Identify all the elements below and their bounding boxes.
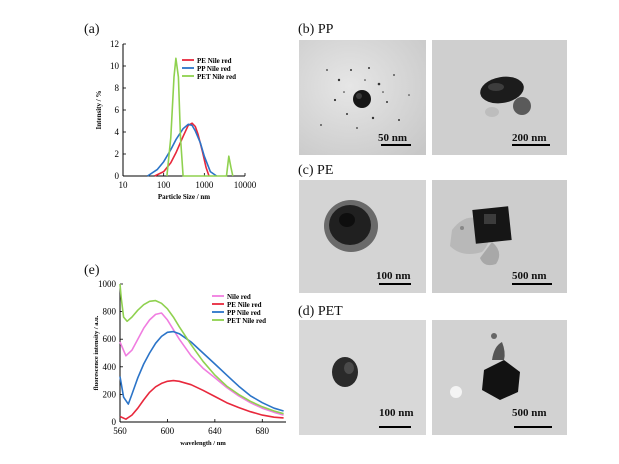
panel-e-label: (e) bbox=[84, 263, 100, 278]
y-tick-label: 1000 bbox=[98, 279, 117, 289]
series-line-nile-red bbox=[119, 312, 284, 416]
y-tick-label: 2 bbox=[115, 149, 120, 159]
panel-d-label: (d) PET bbox=[298, 304, 343, 319]
y-tick-label: 0 bbox=[112, 417, 117, 427]
y-axis-label: Intensity / % bbox=[95, 91, 103, 130]
x-tick-label: 10 bbox=[119, 180, 129, 190]
y-tick-label: 8 bbox=[115, 83, 120, 93]
x-axis-label: Particle Size / nm bbox=[158, 193, 210, 201]
scale-bar bbox=[512, 144, 550, 146]
panel-a-label: (a) bbox=[84, 22, 100, 37]
series-line-pet-nile-red bbox=[166, 57, 234, 177]
x-axis-label: wavelength / nm bbox=[180, 440, 226, 447]
scale-bar bbox=[381, 144, 411, 146]
chart-e-fluorescence: 0 200 400 600 800 1000 560 600 640 680 wavelength … bbox=[93, 279, 286, 447]
scale-label-pet-left: 100 nm bbox=[379, 407, 414, 419]
micrograph-pe-left bbox=[299, 180, 426, 293]
scale-bar bbox=[379, 426, 411, 428]
chart-a-particle-size: 0 2 4 6 8 10 12 10 100 1000 10000 Particle Size / n… bbox=[95, 39, 257, 201]
y-tick-label: 10 bbox=[110, 61, 120, 71]
y-tick-label: 800 bbox=[103, 307, 117, 317]
x-tick-label: 640 bbox=[208, 426, 222, 436]
x-tick-label: 600 bbox=[161, 426, 175, 436]
scale-bar bbox=[514, 426, 552, 428]
x-tick-label: 560 bbox=[113, 426, 127, 436]
legend-entry: Nile red bbox=[227, 293, 251, 301]
scale-label-pet-right: 500 nm bbox=[512, 407, 547, 419]
scale-bar bbox=[379, 283, 411, 285]
y-tick-label: 0 bbox=[115, 171, 120, 181]
micrograph-pet-right bbox=[432, 320, 567, 435]
x-tick-label: 1000 bbox=[195, 180, 214, 190]
x-tick-label: 100 bbox=[157, 180, 171, 190]
y-tick-label: 600 bbox=[103, 334, 117, 344]
scale-label-pp-left: 50 nm bbox=[378, 132, 408, 144]
legend-entry: PP Nile red bbox=[227, 309, 261, 317]
legend-entry: PP Nile red bbox=[197, 65, 231, 73]
micrograph-pe-right bbox=[432, 180, 567, 293]
micrograph-pp-right bbox=[432, 40, 567, 155]
panel-c-label: (c) PE bbox=[298, 163, 334, 178]
y-tick-label: 12 bbox=[110, 39, 119, 49]
legend-entry: PE Nile red bbox=[227, 301, 262, 309]
y-tick-label: 200 bbox=[103, 389, 117, 399]
x-tick-label: 680 bbox=[256, 426, 270, 436]
series-line-pp-nile-red bbox=[119, 330, 284, 412]
series-line-pe-nile-red bbox=[119, 379, 284, 420]
scale-label-pp-right: 200 nm bbox=[512, 132, 547, 144]
panel-b-label: (b) PP bbox=[298, 22, 334, 37]
y-tick-label: 400 bbox=[103, 362, 117, 372]
legend-entry: PE Nile red bbox=[197, 57, 232, 65]
scale-bar bbox=[512, 283, 552, 285]
legend-entry: PET Nile red bbox=[227, 317, 266, 325]
legend-entry: PET Nile red bbox=[197, 73, 236, 81]
series-line-pet-nile-red bbox=[119, 283, 284, 415]
y-axis-label: fluorescence intensity / a.u. bbox=[93, 315, 100, 390]
series-line-pp-nile-red bbox=[147, 123, 218, 177]
y-tick-label: 6 bbox=[115, 105, 120, 115]
y-tick-label: 4 bbox=[115, 127, 120, 137]
scale-label-pe-right: 500 nm bbox=[512, 270, 547, 282]
micrograph-pp-left bbox=[299, 40, 426, 155]
scale-label-pe-left: 100 nm bbox=[376, 270, 411, 282]
x-tick-label: 10000 bbox=[234, 180, 257, 190]
micrograph-pet-left bbox=[299, 320, 426, 435]
